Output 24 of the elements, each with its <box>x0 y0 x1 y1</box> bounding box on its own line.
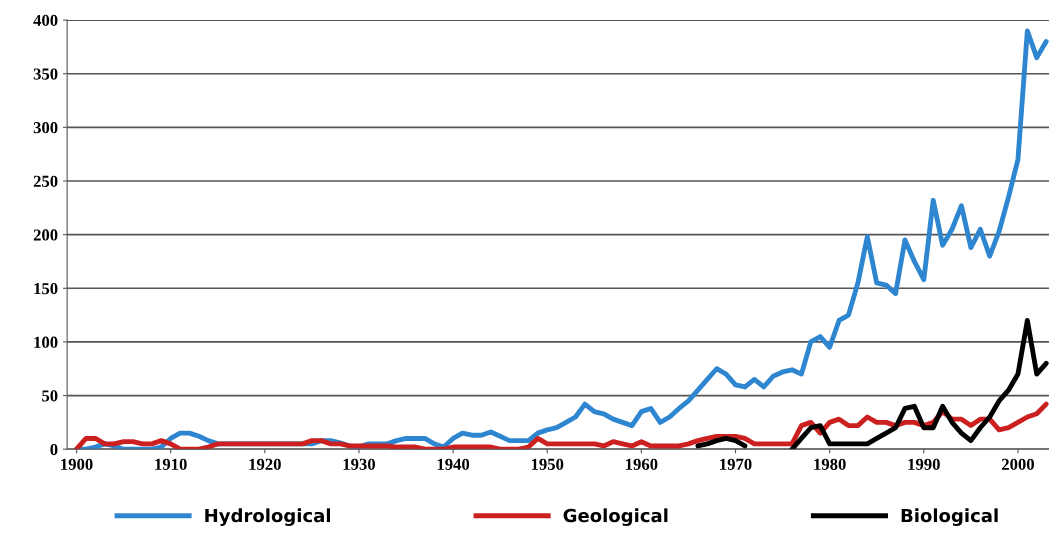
x-tick-label: 1950 <box>531 458 564 470</box>
x-tick-label: 2000 <box>1001 458 1034 470</box>
line-series <box>74 401 1049 450</box>
y-tick-label: 350 <box>33 68 58 80</box>
x-tick-label: 1930 <box>343 458 375 470</box>
x-tick-label: 1990 <box>908 458 940 470</box>
y-tick-label: 50 <box>42 390 58 402</box>
x-tick-label: 1940 <box>437 458 470 470</box>
x-tick-label: 1920 <box>249 458 281 470</box>
legend-label: Hydrological <box>205 508 331 526</box>
y-tick-label: 200 <box>33 229 58 241</box>
legend-label: Geological <box>563 508 668 526</box>
x-tick-label: 1970 <box>720 458 752 470</box>
legend-label: Biological <box>901 508 998 526</box>
y-tick-label: 250 <box>33 175 58 187</box>
y-tick-label: 150 <box>34 282 58 295</box>
y-tick-label: 100 <box>34 336 58 348</box>
x-tick-label: 1960 <box>626 458 658 470</box>
x-tick-label: 1980 <box>814 458 846 470</box>
y-tick-label: 0 <box>50 443 58 456</box>
x-tick-label: 1910 <box>155 458 187 470</box>
x-tick-label: 1900 <box>61 458 93 470</box>
y-tick-label: 400 <box>33 14 58 27</box>
y-tick-label: 300 <box>33 122 58 134</box>
